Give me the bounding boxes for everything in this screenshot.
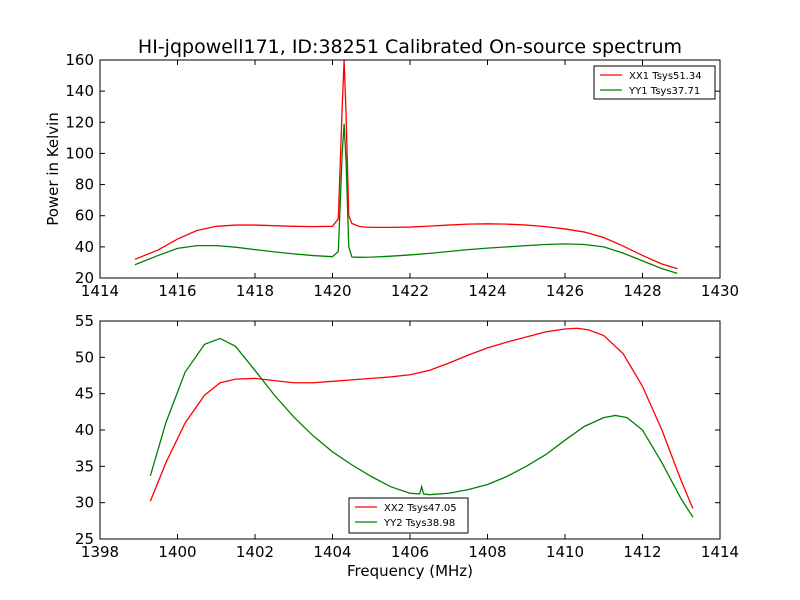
top-x-tick-label: 1428 bbox=[623, 282, 661, 300]
bottom-x-tick-label: 1412 bbox=[623, 543, 661, 561]
top-y-tick-label: 120 bbox=[65, 113, 94, 131]
bottom-y-tick-label: 50 bbox=[75, 348, 94, 366]
top-legend-box bbox=[593, 65, 716, 100]
bottom-x-tick-label: 1398 bbox=[81, 543, 119, 561]
bottom-x-tick-label: 1410 bbox=[546, 543, 584, 561]
bottom-y-tick-label: 40 bbox=[75, 421, 94, 439]
top-y-tick-label: 140 bbox=[65, 82, 94, 100]
top-y-tick-label: 160 bbox=[65, 51, 94, 69]
top-x-tick-label: 1416 bbox=[158, 282, 196, 300]
top-x-tick-label: 1414 bbox=[81, 282, 119, 300]
top-plot-area: 1414 1416 1418 1420 1422 1424 1426 1428 1430 20 40… bbox=[65, 51, 739, 300]
bottom-x-tick-label: 1400 bbox=[158, 543, 196, 561]
bottom-legend-label-2: YY2 Tsys38.98 bbox=[383, 518, 455, 529]
top-y-tick-label: 40 bbox=[75, 238, 94, 256]
bottom-series-line-1 bbox=[149, 327, 694, 509]
bottom-y-tick-label: 45 bbox=[75, 385, 94, 403]
bottom-y-tick-label: 25 bbox=[75, 530, 94, 548]
bottom-x-axis-label: Frequency (MHz) bbox=[347, 562, 473, 580]
top-y-axis-label: Power in Kelvin bbox=[44, 112, 62, 226]
bottom-y-tick-label: 35 bbox=[75, 457, 94, 475]
bottom-y-tick-label: 30 bbox=[75, 494, 94, 512]
top-chart-title: HI-jqpowell171, ID:38251 Calibrated On-s… bbox=[138, 36, 682, 58]
bottom-x-tick-label: 1402 bbox=[236, 543, 274, 561]
bottom-x-tick-label: 1414 bbox=[701, 543, 739, 561]
top-legend-label-1: XX1 Tsys51.34 bbox=[629, 71, 702, 82]
top-x-tick-label: 1426 bbox=[546, 282, 584, 300]
bottom-x-tick-label: 1408 bbox=[468, 543, 506, 561]
top-series-line-1 bbox=[134, 60, 678, 270]
top-y-tick-label: 60 bbox=[75, 207, 94, 225]
top-x-tick-label: 1420 bbox=[313, 282, 351, 300]
top-y-tick-label: 100 bbox=[65, 144, 94, 162]
bottom-x-tick-label: 1404 bbox=[313, 543, 351, 561]
bottom-legend-label-1: XX2 Tsys47.05 bbox=[384, 503, 457, 514]
top-y-tick-label: 80 bbox=[75, 176, 94, 194]
top-legend: XX1 Tsys51.34 YY1 Tsys37.71 bbox=[593, 65, 716, 100]
top-series-line-2 bbox=[134, 123, 678, 274]
bottom-y-tick-label: 55 bbox=[75, 312, 94, 330]
bottom-legend: XX2 Tsys47.05 YY2 Tsys38.98 bbox=[348, 497, 469, 534]
top-x-tick-label: 1424 bbox=[468, 282, 506, 300]
top-legend-label-2: YY1 Tsys37.71 bbox=[628, 86, 700, 97]
bottom-series-line-2 bbox=[149, 337, 694, 518]
top-y-tick-label: 20 bbox=[75, 269, 94, 287]
bottom-x-tick-label: 1406 bbox=[391, 543, 429, 561]
top-x-tick-label: 1430 bbox=[701, 282, 739, 300]
top-x-tick-label: 1418 bbox=[236, 282, 274, 300]
bottom-plot-area: 1398 1400 1402 1404 1406 1408 1410 1412 1414 25 30… bbox=[75, 312, 739, 561]
bottom-legend-box bbox=[348, 497, 469, 534]
top-x-tick-label: 1422 bbox=[391, 282, 429, 300]
